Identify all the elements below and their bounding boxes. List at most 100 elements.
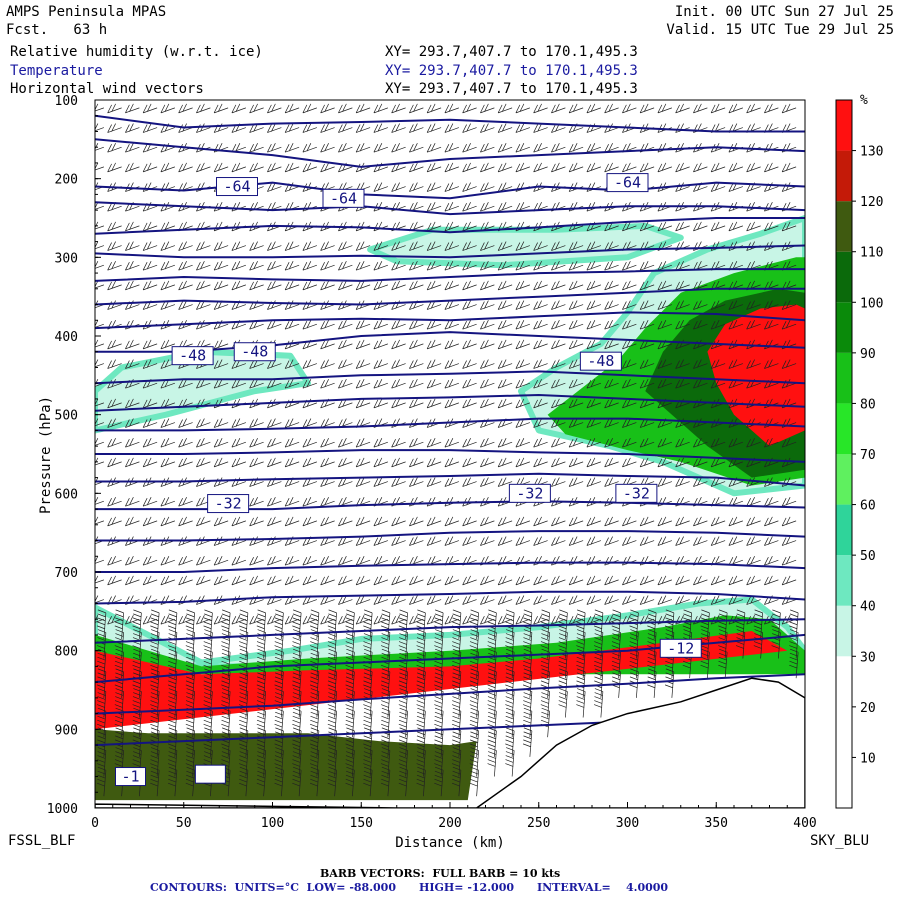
wind-barb xyxy=(320,438,335,448)
wind-barb xyxy=(444,280,459,291)
wind-barb xyxy=(320,497,335,507)
colorbar-tick-label-130: 130 xyxy=(860,145,883,160)
wind-barb xyxy=(657,280,672,291)
wind-barb xyxy=(639,516,655,527)
colorbar: 10 20 30 40 50 60 70 80 90 100 110 120 130% xyxy=(835,93,883,809)
wind-barb xyxy=(160,103,175,114)
wind-barb xyxy=(568,300,584,310)
wind-barb xyxy=(426,615,442,625)
wind-barb xyxy=(125,123,140,133)
wind-barb xyxy=(267,300,282,310)
wind-barb xyxy=(469,766,479,797)
wind-barb xyxy=(178,615,193,625)
wind-barb xyxy=(150,609,160,639)
wind-barb xyxy=(515,615,530,625)
wind-barb xyxy=(267,497,282,507)
wind-barb xyxy=(132,688,142,718)
wind-barb xyxy=(267,379,282,389)
wind-barb xyxy=(586,143,601,153)
wind-barb xyxy=(167,688,178,718)
wind-barb xyxy=(533,103,548,114)
temperature-contour-21 xyxy=(95,673,805,715)
wind-barb xyxy=(409,339,424,350)
wind-barb xyxy=(309,688,320,718)
wind-barb xyxy=(185,766,195,797)
wind-barb xyxy=(355,536,371,546)
wind-barb xyxy=(657,595,672,605)
wind-barb xyxy=(320,162,335,173)
wind-barb xyxy=(462,162,477,173)
wind-barb xyxy=(480,457,495,468)
wind-barb xyxy=(150,747,160,777)
wind-barb xyxy=(462,359,477,369)
wind-barb xyxy=(231,477,246,487)
wind-barb xyxy=(497,359,513,369)
field-xy-rh: XY= 293.7,407.7 to 170.1,495.3 xyxy=(385,44,638,60)
wind-barb xyxy=(416,609,426,639)
wind-barb xyxy=(515,320,530,330)
wind-barb xyxy=(657,359,672,369)
wind-barb xyxy=(373,300,388,310)
wind-barb xyxy=(95,418,104,427)
wind-barb xyxy=(256,648,266,679)
terrain-mask xyxy=(95,677,805,808)
wind-barb xyxy=(320,261,335,271)
wind-barb xyxy=(398,668,408,698)
wind-barb xyxy=(231,280,246,291)
wind-barb xyxy=(409,477,424,487)
wind-barb xyxy=(203,747,213,777)
wind-barb xyxy=(213,536,229,546)
wind-barb xyxy=(416,688,426,718)
temperature-contour-12 xyxy=(95,417,805,432)
contour-label-1: -64 xyxy=(330,189,357,207)
wind-barb xyxy=(480,398,495,409)
wind-barb xyxy=(781,438,797,448)
wind-barb xyxy=(160,615,175,625)
wind-barb xyxy=(675,516,690,527)
wind-barb xyxy=(409,497,424,507)
contour-label-box-0 xyxy=(216,177,258,197)
left-station-label: FSSL_BLF xyxy=(8,833,76,849)
wind-barb xyxy=(231,418,246,428)
wind-barb xyxy=(462,477,477,487)
wind-barb xyxy=(533,143,548,153)
wind-barb xyxy=(604,595,619,605)
colorbar-band-2 xyxy=(836,555,852,606)
wind-barb xyxy=(604,398,619,409)
wind-barb xyxy=(533,438,548,448)
colorbar-unit: % xyxy=(860,93,868,108)
wind-barb xyxy=(451,747,462,777)
wind-barb xyxy=(196,320,211,330)
wind-barb xyxy=(576,629,586,659)
contour-label-6: -32 xyxy=(215,495,242,513)
temperature-contour-13 xyxy=(95,449,805,463)
wind-barb xyxy=(160,339,175,350)
wind-barb xyxy=(675,595,690,605)
wind-barb xyxy=(338,457,353,468)
barb-vectors-note: BARB VECTORS: FULL BARB = 10 kts xyxy=(320,867,561,880)
wind-barb xyxy=(604,418,619,428)
wind-barb xyxy=(462,123,477,133)
wind-barb xyxy=(355,457,371,468)
wind-barb xyxy=(238,609,249,639)
wind-barb xyxy=(213,241,229,251)
wind-barb xyxy=(764,320,779,330)
wind-barb xyxy=(327,747,337,777)
wind-barb xyxy=(462,438,477,448)
colorbar-band-6 xyxy=(836,352,852,404)
wind-barb xyxy=(497,575,513,586)
wind-barb xyxy=(604,457,619,468)
wind-barb xyxy=(363,766,373,797)
wind-barb xyxy=(771,629,781,659)
wind-barb xyxy=(586,418,601,428)
wind-barb xyxy=(142,575,158,586)
wind-barb xyxy=(167,766,178,797)
wind-barb xyxy=(231,556,246,566)
wind-barb xyxy=(284,261,300,271)
wind-barb xyxy=(320,359,335,369)
wind-barb xyxy=(125,457,140,468)
wind-barb xyxy=(586,516,601,527)
wind-barb xyxy=(221,747,231,777)
wind-barb xyxy=(302,359,317,369)
wind-barb xyxy=(142,241,158,251)
